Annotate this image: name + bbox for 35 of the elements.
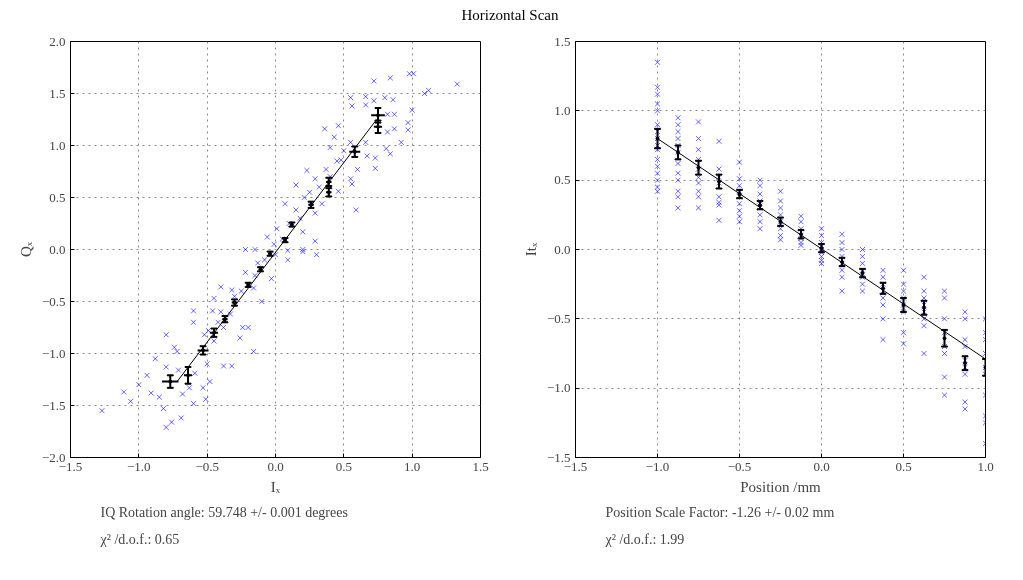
y-tick-label: 1.0 xyxy=(49,137,66,153)
y-axis-title: Qₓ xyxy=(17,241,34,258)
x-tick-label: 0.5 xyxy=(895,458,912,474)
y-tick-label: 0.0 xyxy=(49,241,66,257)
y-tick-label: 1.0 xyxy=(554,103,571,119)
text: IQ Rotation angle: 59.748 +/- 0.001 degrees xyxy=(100,504,348,520)
x-tick-label: −1.0 xyxy=(127,458,151,474)
y-tick-label: 1.5 xyxy=(49,85,66,101)
y-tick-label: 2.0 xyxy=(49,33,66,49)
x-tick-label: 0.5 xyxy=(335,458,352,474)
y-tick-label: −1.5 xyxy=(41,397,66,413)
x-tick-label: −0.5 xyxy=(195,458,219,474)
text: χ² /d.o.f.: 0.65 xyxy=(99,531,180,547)
text: Position Scale Factor: -1.26 +/- 0.02 mm xyxy=(605,504,835,520)
y-tick-label: −1.0 xyxy=(41,345,66,361)
y-tick-label: 0.5 xyxy=(554,172,571,188)
y-axis-title: Itₓ xyxy=(522,242,539,257)
y-tick-label: 0.0 xyxy=(554,241,571,257)
y-tick-label: −1.0 xyxy=(546,380,571,396)
x-tick-label: 0.0 xyxy=(813,458,830,474)
y-tick-label: 1.5 xyxy=(554,33,571,49)
x-tick-label: 1.5 xyxy=(472,458,489,474)
x-tick-label: 0.0 xyxy=(267,458,284,474)
x-axis-title: Iₓ xyxy=(270,478,281,495)
y-tick-label: −2.0 xyxy=(41,449,66,465)
y-tick-label: −0.5 xyxy=(41,293,66,309)
y-tick-label: 0.5 xyxy=(49,189,66,205)
x-tick-label: 1.0 xyxy=(977,458,994,474)
x-tick-label: −1.0 xyxy=(645,458,670,474)
text: χ² /d.o.f.: 1.99 xyxy=(604,531,685,547)
x-axis-title: Position /mm xyxy=(740,478,822,495)
chart-title: Horizontal Scan xyxy=(461,6,559,25)
x-tick-label: 1.0 xyxy=(404,458,421,474)
x-tick-label: −0.5 xyxy=(727,458,752,474)
y-tick-label: −0.5 xyxy=(546,311,571,327)
